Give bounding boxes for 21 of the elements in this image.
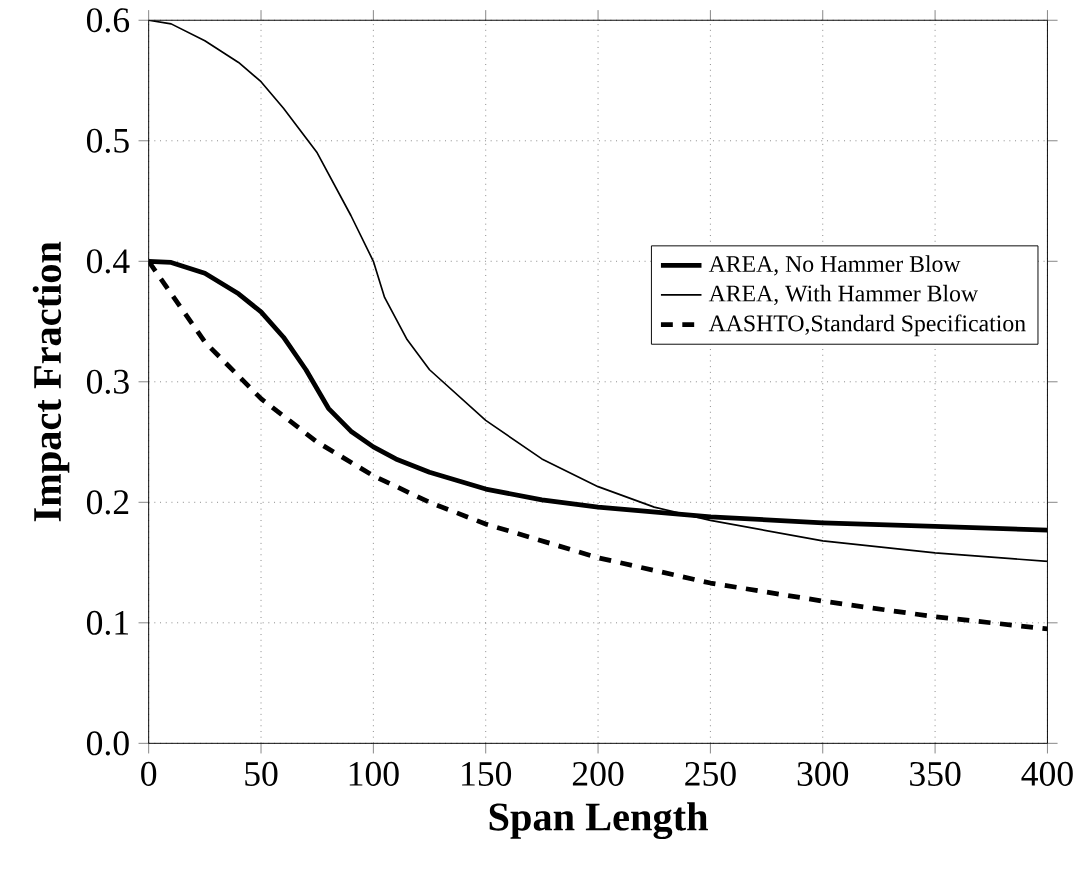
x-tick-label: 200 (572, 761, 624, 786)
x-tick-label: 400 (1021, 761, 1073, 786)
legend-label: AREA, With Hammer Blow (708, 284, 979, 305)
x-tick-label: 150 (462, 761, 512, 786)
x-tick-label: 0 (141, 761, 157, 786)
x-axis-title: Span Length (489, 801, 708, 839)
x-tick-label: 300 (797, 761, 849, 786)
x-tick-label: 100 (349, 761, 399, 786)
x-tick-label: 250 (685, 761, 736, 786)
y-tick-label: 0.3 (86, 369, 129, 394)
y-tick-label: 0.4 (86, 248, 130, 274)
y-tick-label: 0.5 (86, 128, 129, 153)
y-tick-label: 0.6 (86, 7, 130, 33)
legend-label: AASHTO,Standard Specification (708, 314, 1026, 336)
y-tick-label: 0.0 (86, 731, 129, 756)
x-tick-label: 50 (245, 761, 278, 786)
y-axis-title: Impact Fraction (32, 241, 70, 521)
legend-label: AREA, No Hammer Blow (708, 255, 961, 276)
y-tick-label: 0.2 (86, 489, 129, 515)
x-tick-label: 350 (910, 761, 961, 786)
y-tick-label: 0.1 (86, 610, 129, 635)
